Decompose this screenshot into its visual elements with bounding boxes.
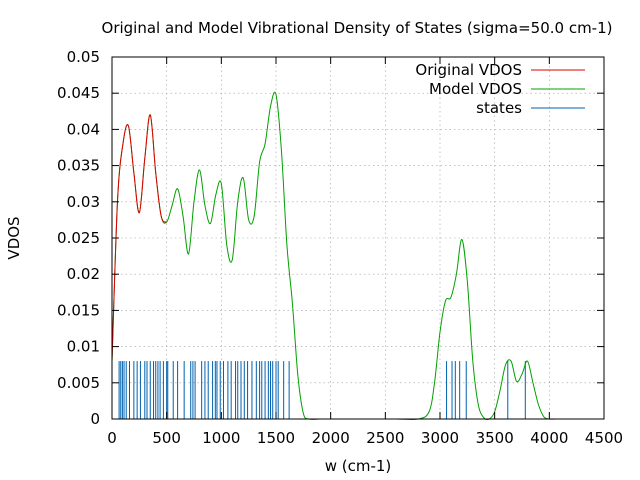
chart-title: Original and Model Vibrational Density o… [102,19,613,37]
legend-label: Original VDOS [415,61,522,79]
y-tick-label: 0.005 [57,374,100,392]
x-tick-label: 1500 [257,429,295,447]
y-tick-label: 0.02 [67,265,100,283]
legend-label: states [476,99,522,117]
x-tick-label: 2000 [312,429,350,447]
x-tick-label: 4000 [530,429,568,447]
y-tick-label: 0.045 [57,84,100,102]
x-tick-label: 500 [152,429,181,447]
plot-layer [111,91,561,421]
series-model-vdos [111,91,561,421]
x-tick-label: 4500 [585,429,623,447]
x-tick-label: 2500 [366,429,404,447]
y-tick-label: 0.04 [67,120,100,138]
x-axis-label: w (cm-1) [325,457,392,475]
series-original-vdos [111,114,168,362]
x-tick-label: 1000 [202,429,240,447]
x-tick-label: 3500 [476,429,514,447]
x-tick-label: 3000 [421,429,459,447]
series-states [118,361,526,419]
legend-label: Model VDOS [429,80,522,98]
y-axis-label: VDOS [5,216,23,259]
y-tick-label: 0.03 [67,193,100,211]
y-tick-label: 0.05 [67,48,100,66]
y-tick-label: 0.035 [57,157,100,175]
y-tick-label: 0 [90,410,100,428]
y-tick-label: 0.01 [67,338,100,356]
x-tick-label: 0 [107,429,117,447]
grid-layer [112,57,604,419]
tick-layer: 0 500 1000 1500 2000 2500 3000 3500 4000 4500 0 0.0… [57,48,623,447]
y-tick-label: 0.015 [57,301,100,319]
y-tick-label: 0.025 [57,229,100,247]
